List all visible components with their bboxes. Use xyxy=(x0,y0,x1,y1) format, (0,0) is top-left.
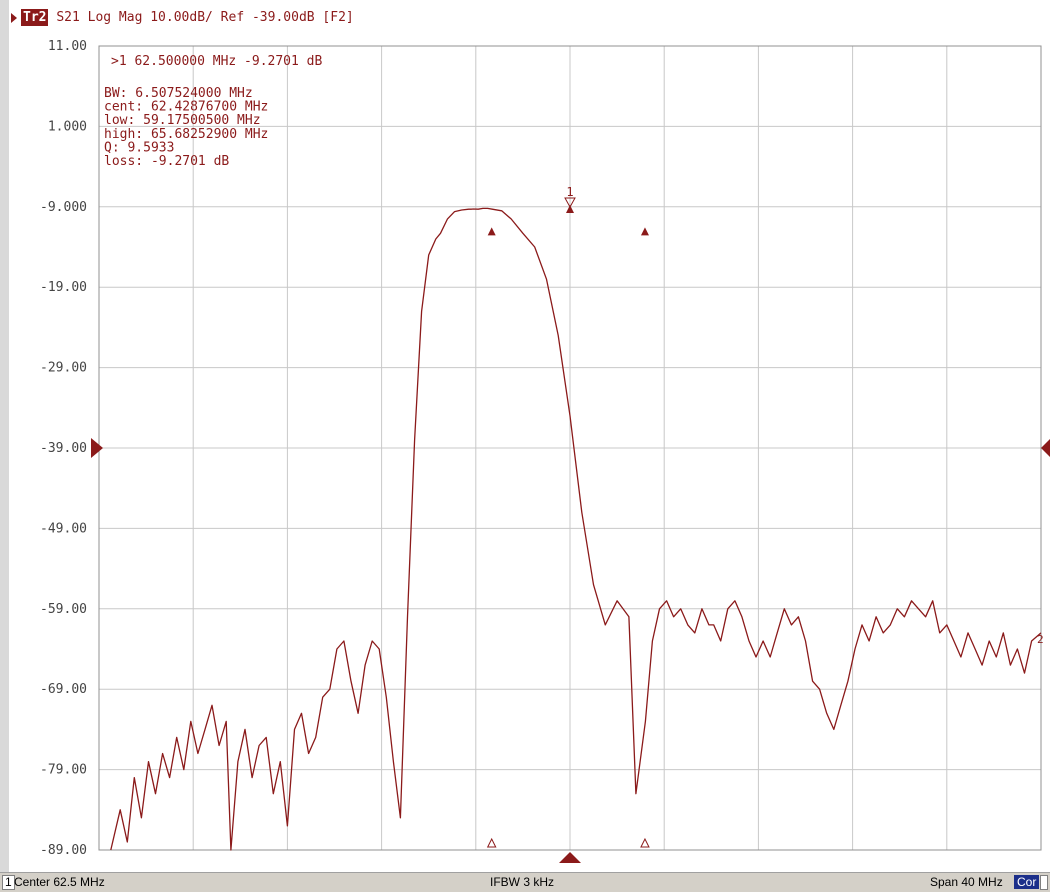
marker-1-label: 1 xyxy=(566,185,573,199)
status-end-box xyxy=(1040,875,1048,890)
y-tick-label: -59.00 xyxy=(40,602,87,617)
bandwidth-point-marker-icon xyxy=(487,227,496,236)
grid xyxy=(98,45,1042,851)
center-marker-triangle-icon xyxy=(559,852,581,863)
marker-1-point-icon xyxy=(566,204,574,213)
y-tick-label: -29.00 xyxy=(40,361,87,376)
bandwidth-stat-line: Q: 9.5933 xyxy=(104,140,174,155)
marker-readout: >1 62.500000 MHz -9.2701 dB BW: 6.507524… xyxy=(104,54,322,169)
trace-info: S21 Log Mag 10.00dB/ Ref -39.00dB [F2] xyxy=(56,10,354,25)
marker-readout-line: >1 62.500000 MHz -9.2701 dB xyxy=(111,54,322,69)
marker-1-flag-icon xyxy=(564,197,576,209)
reference-arrow-right-icon xyxy=(1041,439,1050,457)
marker-2-label: 2 xyxy=(1037,633,1044,646)
y-tick-labels: 11.00 1.000 -9.000 -19.00 -29.00 -39.00 -49.00… xyxy=(40,39,87,858)
bandwidth-point-marker-icon xyxy=(640,227,649,236)
trace-badge[interactable]: Tr2 xyxy=(21,9,49,26)
bandwidth-stat-line: loss: -9.2701 dB xyxy=(104,154,229,169)
y-tick-label: -89.00 xyxy=(40,843,87,858)
bandwidth-axis-marker-icon xyxy=(486,837,497,848)
y-tick-label: -69.00 xyxy=(40,682,87,697)
bandwidth-stat-line: cent: 62.42876700 MHz xyxy=(104,100,268,115)
trace-layer xyxy=(110,207,1042,851)
bandwidth-stat-line: BW: 6.507524000 MHz xyxy=(104,86,253,101)
ifbw-setting[interactable]: IFBW 3 kHz xyxy=(490,875,555,889)
trace-header: Tr2 S21 Log Mag 10.00dB/ Ref -39.00dB [F… xyxy=(9,9,1050,26)
active-trace-arrow-icon xyxy=(11,12,17,23)
y-tick-label: 1.000 xyxy=(48,119,87,134)
y-tick-label: -49.00 xyxy=(40,521,87,536)
left-edge-bar xyxy=(0,0,9,872)
y-tick-label: -79.00 xyxy=(40,763,87,778)
y-tick-label: -39.00 xyxy=(40,441,87,456)
bandwidth-axis-marker-icon xyxy=(640,837,650,848)
correction-badge[interactable]: Cor xyxy=(1014,875,1040,889)
bandwidth-stat-line: high: 65.68252900 MHz xyxy=(104,127,268,142)
trace-s21-line xyxy=(110,207,1042,851)
marker-layer: 12 xyxy=(91,185,1050,863)
y-tick-label: -9.000 xyxy=(40,200,87,215)
reference-arrow-left-icon xyxy=(91,438,103,458)
status-bar: 1 Center 62.5 MHz IFBW 3 kHz Span 40 MHz… xyxy=(0,872,1050,892)
span-setting[interactable]: Span 40 MHz xyxy=(930,875,1003,889)
channel-indicator[interactable]: 1 xyxy=(2,875,15,890)
bandwidth-stat-line: low: 59.17500500 MHz xyxy=(104,113,261,128)
trace-chart: 11.00 1.000 -9.000 -19.00 -29.00 -39.00 -49.00… xyxy=(40,39,1050,863)
y-tick-label: -19.00 xyxy=(40,280,87,295)
y-tick-label: 11.00 xyxy=(48,39,87,54)
center-frequency[interactable]: Center 62.5 MHz xyxy=(14,875,105,889)
